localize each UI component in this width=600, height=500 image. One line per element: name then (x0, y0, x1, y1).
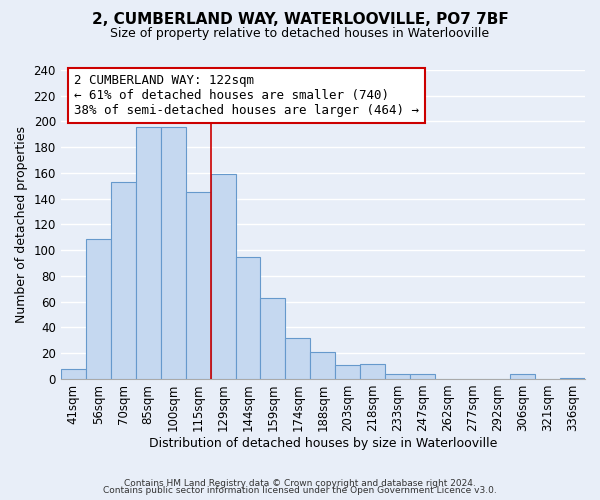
Bar (410, 374, 435, 379)
Bar (560, 378, 585, 379)
Bar (61, 368, 86, 379)
Text: Contains public sector information licensed under the Open Government Licence v3: Contains public sector information licen… (103, 486, 497, 495)
Bar (236, 256, 260, 379)
X-axis label: Distribution of detached houses by size in Waterlooville: Distribution of detached houses by size … (149, 437, 497, 450)
Text: Size of property relative to detached houses in Waterlooville: Size of property relative to detached ho… (110, 28, 490, 40)
Bar (361, 364, 385, 379)
Bar (211, 174, 236, 379)
Bar (510, 374, 535, 379)
Bar (310, 352, 335, 379)
Text: 2, CUMBERLAND WAY, WATERLOOVILLE, PO7 7BF: 2, CUMBERLAND WAY, WATERLOOVILLE, PO7 7B… (92, 12, 508, 28)
Y-axis label: Number of detached properties: Number of detached properties (15, 126, 28, 323)
Bar (335, 365, 361, 379)
Bar (260, 298, 286, 379)
Bar (161, 126, 185, 379)
Text: Contains HM Land Registry data © Crown copyright and database right 2024.: Contains HM Land Registry data © Crown c… (124, 478, 476, 488)
Bar (286, 338, 310, 379)
Bar (86, 238, 111, 379)
Bar (385, 374, 410, 379)
Bar (111, 182, 136, 379)
Text: 2 CUMBERLAND WAY: 122sqm
← 61% of detached houses are smaller (740)
38% of semi-: 2 CUMBERLAND WAY: 122sqm ← 61% of detach… (74, 74, 419, 117)
Bar (185, 192, 211, 379)
Bar (136, 126, 161, 379)
